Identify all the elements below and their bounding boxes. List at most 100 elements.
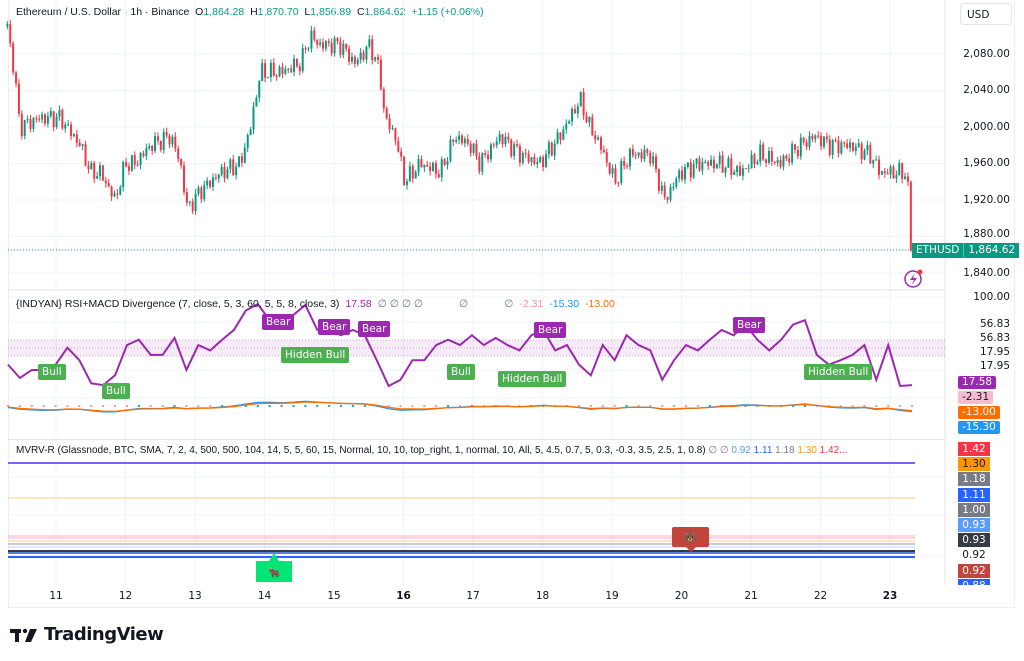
- macd-histogram-bar: [435, 405, 438, 407]
- candle-body: [168, 135, 171, 145]
- candle-body: [70, 124, 73, 137]
- candle-body: [513, 144, 516, 156]
- currency-button[interactable]: USD: [960, 3, 1012, 25]
- macd-histogram-bar: [387, 405, 390, 407]
- macd-histogram-bar: [685, 405, 687, 407]
- candle-body: [75, 134, 78, 143]
- rsi-legend: {INDYAN} RSI+MACD Divergence (7, close, …: [16, 298, 615, 310]
- candle-body: [255, 97, 258, 107]
- candle-body: [597, 137, 600, 140]
- candle-body: [423, 164, 426, 168]
- candle-body: [484, 152, 487, 155]
- candle-body: [854, 146, 857, 151]
- candle-body: [440, 159, 443, 178]
- candle-body: [101, 165, 104, 181]
- candle-body: [6, 24, 9, 27]
- candle-body: [510, 139, 513, 156]
- candle-body: [692, 164, 695, 178]
- brand-name: TradingView: [44, 624, 164, 645]
- candle-body: [814, 135, 817, 140]
- macd-badge: -15.30: [958, 421, 1000, 434]
- candle-body: [235, 166, 238, 176]
- candle-body: [672, 186, 675, 188]
- candle-body: [180, 159, 183, 166]
- mvrv-value: 1.11: [753, 445, 773, 456]
- time-tick: 14: [257, 590, 272, 602]
- candle-body: [220, 166, 223, 175]
- candle-body: [119, 187, 122, 195]
- macd-histogram-bar: [423, 405, 426, 407]
- candle-body: [492, 144, 495, 146]
- rsi-value: 17.58: [345, 298, 372, 310]
- divergence-label-bull: Bull: [38, 364, 66, 380]
- candle-body: [637, 152, 640, 156]
- mvrv-axis-badge: 0.88: [958, 578, 990, 585]
- candle-body: [96, 176, 99, 179]
- candle-body: [828, 139, 831, 155]
- macd-histogram-bar: [887, 405, 890, 407]
- open-value: 1,864.28: [203, 6, 245, 18]
- candle-body: [791, 144, 794, 163]
- candle-body: [122, 162, 125, 188]
- tradingview-logo[interactable]: TradingView: [10, 624, 164, 645]
- candle-body: [605, 152, 608, 163]
- candle-body: [411, 166, 414, 179]
- time-tick: 16: [396, 590, 411, 602]
- candle-body: [41, 114, 44, 120]
- candle-body: [904, 176, 907, 179]
- time-tick: 20: [674, 590, 689, 602]
- symbol-title[interactable]: Ethereum / U.S. Dollar · 1h · Binance: [16, 6, 190, 18]
- candle-body: [901, 162, 904, 179]
- mvrv-title[interactable]: MVRV-R (Glassnode, BTC, SMA, 7, 2, 4, 50…: [16, 445, 706, 456]
- candle-body: [678, 170, 681, 179]
- rsi-title[interactable]: {INDYAN} RSI+MACD Divergence (7, close, …: [16, 298, 340, 310]
- macd-hist-badge: -2.31: [958, 391, 994, 404]
- rsi-line: [7, 302, 913, 388]
- rsi-axis-tick: 17.95: [979, 360, 1010, 372]
- candle-body: [319, 42, 322, 45]
- candle-body: [898, 162, 901, 176]
- candle-body: [666, 197, 669, 200]
- candle-body: [649, 152, 652, 164]
- macd-histogram-bar: [292, 405, 295, 407]
- candle-body: [675, 178, 678, 187]
- price-tick: 2,080.00: [963, 48, 1010, 60]
- candle-body: [536, 161, 539, 164]
- candle-body: [417, 159, 420, 172]
- macd-histogram-bar: [102, 405, 105, 407]
- candle-body: [571, 108, 574, 122]
- pane-divider[interactable]: [8, 439, 945, 440]
- candle-body: [634, 155, 637, 157]
- candle-body: [84, 144, 87, 166]
- candle-body: [576, 106, 579, 114]
- candle-body: [657, 169, 660, 191]
- candle-body: [446, 161, 449, 166]
- candle-body: [582, 92, 585, 116]
- candle-body: [623, 160, 626, 166]
- candle-body: [130, 155, 133, 171]
- low-value: 1,856.89: [310, 6, 352, 18]
- candle-body: [226, 169, 229, 179]
- candle-body: [796, 149, 799, 157]
- candle-body: [284, 68, 287, 74]
- candle-body: [909, 181, 912, 251]
- candle-body: [805, 142, 808, 147]
- candle-body: [478, 156, 481, 172]
- candle-body: [776, 160, 779, 163]
- mvrv-axis-badge: 0.93: [958, 518, 990, 532]
- candle-body: [313, 30, 316, 40]
- candle-body: [846, 143, 849, 148]
- candle-body: [851, 142, 854, 151]
- candle-body: [472, 143, 475, 153]
- chart-svg[interactable]: 🐂 🐻: [0, 0, 1024, 610]
- candle-body: [822, 136, 825, 147]
- candle-body: [377, 57, 380, 60]
- candle-body: [110, 186, 113, 197]
- time-tick: 22: [813, 590, 828, 602]
- candle-body: [154, 136, 157, 151]
- candle-body: [539, 157, 542, 162]
- candle-body: [565, 123, 568, 130]
- candle-body: [238, 156, 241, 167]
- candle-body: [643, 149, 646, 159]
- macd-histogram-bar: [125, 405, 128, 407]
